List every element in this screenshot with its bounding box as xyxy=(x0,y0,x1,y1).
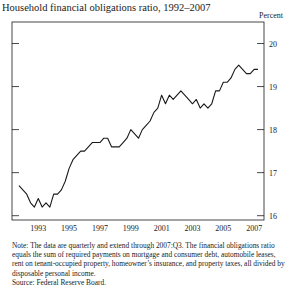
notes: Note: The data are quarterly and extend … xyxy=(12,241,286,287)
y-tick-label: 19 xyxy=(269,83,277,92)
plot-area xyxy=(19,65,258,207)
y-tick xyxy=(12,215,19,216)
line xyxy=(19,65,258,207)
x-tick-label: 2007 xyxy=(246,224,262,233)
x-tick-label: 2005 xyxy=(215,224,231,233)
y-tick xyxy=(257,86,264,87)
y-tick xyxy=(12,86,19,87)
x-tick-label: 1993 xyxy=(30,224,46,233)
plot-frame xyxy=(12,22,264,220)
y-tick xyxy=(12,43,19,44)
source: Source: Federal Reserve Board. xyxy=(12,278,286,287)
x-tick-label: 2001 xyxy=(154,224,170,233)
y-axis-label: Percent xyxy=(259,11,284,20)
x-tick-label: 1997 xyxy=(92,224,108,233)
y-tick-label: 16 xyxy=(269,212,277,221)
y-tick-label: 18 xyxy=(269,126,277,135)
chart: Household financial obligations ratio, 1… xyxy=(0,0,298,240)
y-tick xyxy=(257,129,264,130)
x-tick-label: 1999 xyxy=(123,224,139,233)
y-tick xyxy=(12,172,19,173)
y-tick-label: 17 xyxy=(269,169,277,178)
title: Household financial obligations ratio, 1… xyxy=(2,2,211,13)
y-tick-label: 20 xyxy=(269,40,277,49)
y-tick xyxy=(257,172,264,173)
y-tick xyxy=(12,129,19,130)
y-tick xyxy=(257,215,264,216)
y-tick xyxy=(257,43,264,44)
x-tick-label: 2003 xyxy=(184,224,200,233)
x-tick-label: 1995 xyxy=(61,224,77,233)
note: Note: The data are quarterly and extend … xyxy=(12,241,286,278)
